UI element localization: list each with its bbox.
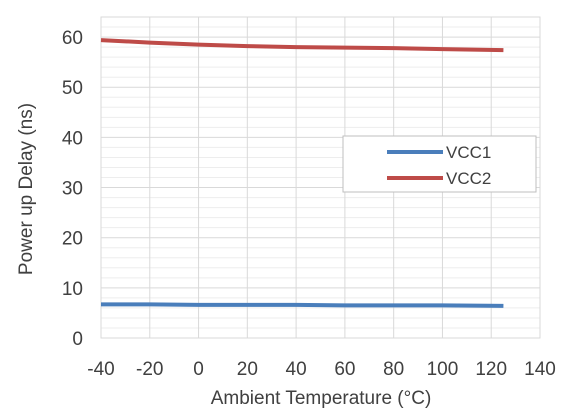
x-tick-label: 0 [193,359,204,380]
legend-label-vcc2: VCC2 [446,169,491,188]
y-tick-label: 20 [62,229,83,250]
series-line-vcc2 [100,38,504,53]
x-tick-label: 60 [334,359,355,380]
x-tick-label: 100 [427,359,459,380]
y-tick-label: 50 [62,78,83,99]
x-tick-label: 80 [383,359,404,380]
y-tick-label: 60 [62,28,83,49]
legend-label-vcc1: VCC1 [446,143,491,162]
x-axis-title: Ambient Temperature (°C) [211,388,432,409]
series-line-vcc1 [101,302,504,308]
y-tick-label: 40 [62,128,83,149]
x-tick-label: 40 [286,359,307,380]
x-tick-label: -40 [87,359,114,380]
x-tick-label: 140 [524,359,556,380]
legend: VCC1 VCC2 [342,135,537,193]
axis-layer: 0 10 20 30 40 50 60 -40 -20 0 20 40 60 80 100 120 140 [62,28,556,380]
x-tick-label: -20 [136,359,163,380]
y-tick-label: 10 [62,279,83,300]
series-layer [100,38,504,308]
y-tick-label: 0 [72,329,83,350]
x-tick-label: 120 [475,359,507,380]
y-axis-title: Power up Delay (ns) [16,103,37,275]
x-tick-label: 20 [237,359,258,380]
plot-area-border [100,16,541,339]
legend-box [342,135,537,193]
y-tick-label: 30 [62,179,83,200]
